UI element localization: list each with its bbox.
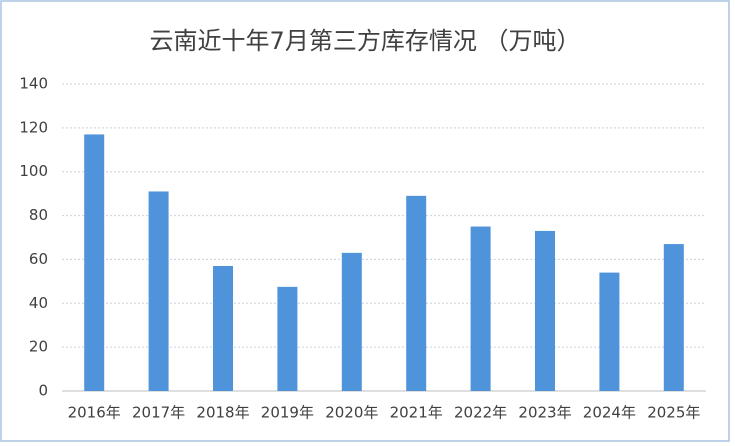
bar [277, 286, 298, 391]
y-tick-label: 140 [19, 75, 48, 93]
x-tick-label: 2019年 [261, 404, 314, 422]
x-tick-label: 2022年 [454, 404, 507, 422]
x-tick-label: 2017年 [132, 404, 185, 422]
x-tick-label: 2018年 [196, 404, 249, 422]
y-tick-label: 80 [29, 206, 48, 224]
bar [535, 230, 555, 391]
x-tick-label: 2025年 [647, 404, 700, 422]
x-tick-label: 2024年 [583, 404, 636, 422]
bar [406, 195, 427, 391]
bar [148, 191, 169, 391]
y-tick-label: 60 [29, 250, 48, 268]
bar [663, 244, 684, 391]
y-tick-label: 120 [19, 118, 48, 136]
y-tick-label: 100 [19, 162, 48, 180]
y-tick-label: 0 [38, 382, 48, 400]
chart-title: 云南近十年7月第三方库存情况 （万吨） [150, 27, 581, 55]
y-tick-label: 40 [29, 294, 48, 312]
x-tick-label: 2020年 [325, 404, 378, 422]
bar [470, 226, 491, 391]
x-tick-label: 2021年 [390, 404, 443, 422]
bar [599, 272, 620, 391]
bar [84, 134, 105, 391]
x-tick-label: 2016年 [68, 404, 121, 422]
x-tick-label: 2023年 [518, 404, 571, 422]
y-tick-label: 20 [29, 338, 48, 356]
bar [341, 252, 362, 391]
bar [213, 266, 233, 391]
